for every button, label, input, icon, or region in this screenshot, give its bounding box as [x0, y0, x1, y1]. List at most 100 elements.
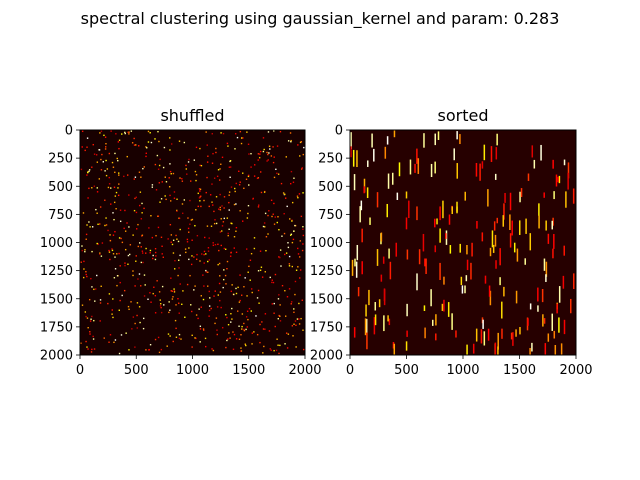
heatmap-cell [156, 154, 159, 157]
heatmap-cell [290, 233, 293, 236]
heatmap-cell [248, 153, 250, 155]
heatmap-cell [82, 276, 85, 279]
heatmap-cell [493, 221, 496, 231]
heatmap-cell [105, 224, 108, 226]
heatmap-cell [104, 199, 106, 201]
x-tick-label: 1000 [446, 363, 479, 378]
heatmap-cell [216, 329, 218, 331]
heatmap-cell [211, 348, 213, 350]
heatmap-cell [158, 182, 161, 184]
heatmap-cell [178, 312, 180, 314]
heatmap-cell [266, 151, 268, 154]
heatmap-cell [278, 256, 280, 258]
heatmap-cell [199, 200, 201, 202]
heatmap-cell [418, 249, 421, 265]
x-tick-label: 2000 [288, 363, 321, 378]
heatmap-cell [191, 239, 193, 241]
heatmap-cell [168, 177, 170, 179]
heatmap-cell [84, 149, 86, 152]
heatmap-cell [553, 330, 556, 339]
heatmap-cell [105, 159, 107, 162]
heatmap-cell [302, 228, 304, 230]
heatmap-cell [396, 192, 399, 200]
heatmap-cell [297, 247, 299, 250]
heatmap-cell [383, 289, 386, 306]
heatmap-cell [267, 159, 269, 161]
heatmap-cell [235, 292, 238, 295]
heatmap-cell [147, 141, 150, 143]
heatmap-cell [208, 205, 210, 208]
heatmap-cell [299, 277, 301, 279]
heatmap-cell [479, 163, 481, 181]
heatmap-cell [271, 279, 273, 281]
heatmap-cell [205, 253, 207, 255]
heatmap-cell [226, 339, 228, 342]
heatmap-cell [170, 277, 172, 279]
heatmap-cell [563, 319, 566, 335]
panel-title-sorted: sorted [438, 106, 489, 125]
heatmap-cell [282, 192, 285, 194]
heatmap-cell [138, 306, 141, 308]
heatmap-cell [111, 249, 114, 252]
heatmap-cell [188, 231, 190, 233]
heatmap-cell [169, 170, 172, 173]
heatmap-cell [94, 288, 97, 290]
heatmap-cell [209, 297, 211, 299]
heatmap-cell [172, 172, 175, 175]
heatmap-cell [91, 187, 93, 189]
heatmap-cell [482, 319, 484, 329]
heatmap-cell [111, 161, 114, 164]
heatmap-cell [231, 307, 233, 310]
heatmap-cell [145, 146, 147, 148]
heatmap-cell [287, 242, 289, 244]
heatmap-cell [263, 345, 265, 348]
heatmap-cell [235, 338, 238, 340]
heatmap-cell [169, 309, 171, 311]
heatmap-cell [99, 299, 102, 301]
heatmap-cell [84, 250, 86, 253]
heatmap-cell [471, 242, 473, 257]
heatmap-cell [285, 315, 287, 317]
heatmap-cell [537, 287, 539, 302]
heatmap-cell [247, 143, 250, 145]
heatmap-cell [235, 251, 238, 254]
heatmap-cell [259, 269, 262, 271]
heatmap-cell [186, 241, 189, 243]
heatmap-cell [465, 275, 468, 282]
heatmap-cell [124, 209, 126, 212]
heatmap-cell [140, 246, 142, 248]
heatmap-cell [277, 173, 280, 175]
heatmap-cell [135, 260, 137, 262]
heatmap-cell [222, 132, 225, 135]
heatmap-cell [94, 300, 96, 302]
heatmap-cell [227, 145, 229, 147]
heatmap-cell [253, 331, 255, 333]
heatmap-cell [85, 273, 87, 276]
heatmap-cell [81, 146, 83, 148]
heatmap-cell [134, 197, 136, 200]
heatmap-cell [544, 343, 547, 355]
heatmap-cell [90, 277, 92, 280]
heatmap-cell [376, 192, 379, 208]
heatmap-cell [157, 215, 159, 217]
heatmap-cell [84, 311, 87, 313]
heatmap-cell [529, 233, 532, 251]
heatmap-cell [268, 145, 271, 147]
heatmap-cell [234, 190, 236, 193]
heatmap-cell [203, 285, 205, 287]
heatmap-cell [96, 161, 99, 163]
heatmap-cell [288, 265, 291, 267]
heatmap-cell [195, 146, 198, 149]
heatmap-cell [496, 133, 498, 146]
axes-frame-shuffled [79, 129, 306, 356]
heatmap-cell [562, 275, 565, 289]
heatmap-cell [124, 132, 127, 135]
heatmap-cell [230, 321, 232, 323]
heatmap-cell [283, 213, 285, 215]
heatmap-cell [271, 303, 274, 305]
heatmap-cell [219, 209, 222, 211]
heatmap-cell [212, 204, 214, 206]
heatmap-cell [271, 281, 273, 284]
heatmap-cell [203, 253, 205, 256]
heatmap-cell [552, 159, 554, 169]
